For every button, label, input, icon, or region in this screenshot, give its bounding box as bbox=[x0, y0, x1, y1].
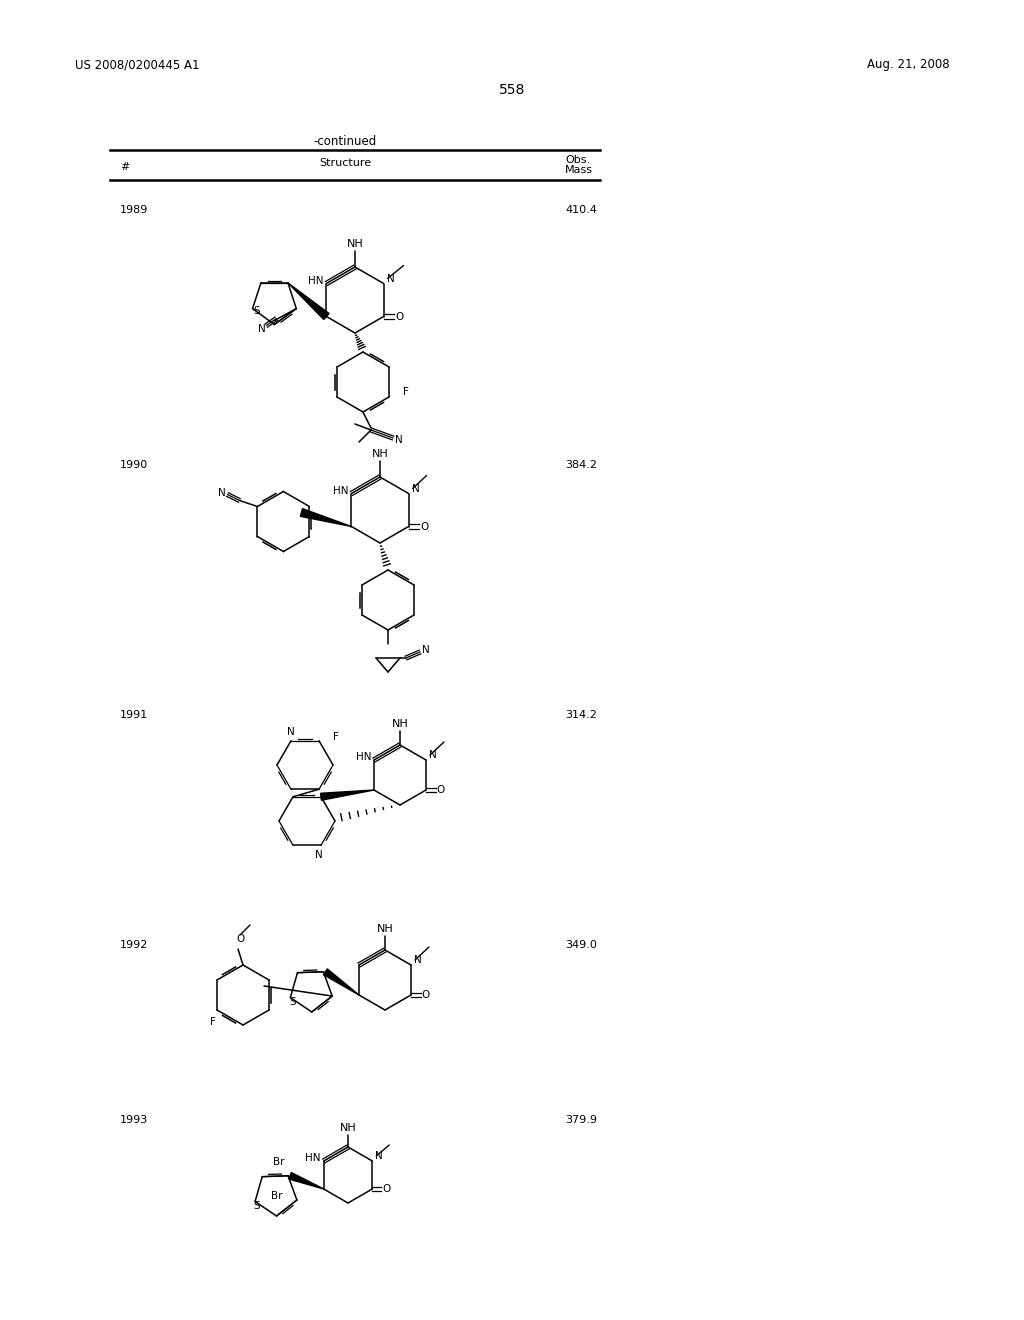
Text: N: N bbox=[258, 323, 266, 334]
Text: Br: Br bbox=[271, 1191, 283, 1201]
Text: 1989: 1989 bbox=[120, 205, 148, 215]
Text: 384.2: 384.2 bbox=[565, 459, 597, 470]
Text: 1993: 1993 bbox=[120, 1115, 148, 1125]
Text: S: S bbox=[289, 997, 296, 1007]
Text: S: S bbox=[253, 306, 260, 315]
Polygon shape bbox=[321, 789, 374, 800]
Text: F: F bbox=[403, 387, 409, 397]
Polygon shape bbox=[324, 969, 359, 995]
Text: O: O bbox=[395, 312, 403, 322]
Text: O: O bbox=[422, 990, 430, 1001]
Text: 1990: 1990 bbox=[120, 459, 148, 470]
Text: NH: NH bbox=[340, 1123, 356, 1133]
Text: O: O bbox=[421, 521, 429, 532]
Text: HN: HN bbox=[333, 486, 348, 495]
Polygon shape bbox=[288, 282, 329, 319]
Text: Obs.: Obs. bbox=[565, 154, 590, 165]
Text: 379.9: 379.9 bbox=[565, 1115, 597, 1125]
Text: O: O bbox=[382, 1184, 390, 1195]
Text: N: N bbox=[429, 750, 436, 760]
Text: NH: NH bbox=[377, 924, 393, 935]
Text: F: F bbox=[210, 1016, 216, 1027]
Text: 558: 558 bbox=[499, 83, 525, 96]
Text: 314.2: 314.2 bbox=[565, 710, 597, 719]
Polygon shape bbox=[289, 1172, 324, 1189]
Text: N: N bbox=[414, 954, 422, 965]
Text: NH: NH bbox=[391, 719, 409, 729]
Text: F: F bbox=[333, 731, 339, 742]
Text: 1992: 1992 bbox=[120, 940, 148, 950]
Text: Mass: Mass bbox=[565, 165, 593, 176]
Text: US 2008/0200445 A1: US 2008/0200445 A1 bbox=[75, 58, 200, 71]
Polygon shape bbox=[300, 508, 351, 527]
Text: Br: Br bbox=[272, 1156, 284, 1167]
Text: NH: NH bbox=[347, 239, 364, 249]
Text: HN: HN bbox=[308, 276, 324, 285]
Text: N: N bbox=[387, 273, 394, 284]
Text: N: N bbox=[287, 727, 295, 737]
Text: N: N bbox=[422, 645, 430, 655]
Text: -continued: -continued bbox=[313, 135, 377, 148]
Text: HN: HN bbox=[355, 752, 371, 762]
Text: #: # bbox=[120, 162, 129, 172]
Text: N: N bbox=[315, 850, 323, 861]
Text: N: N bbox=[395, 436, 402, 445]
Text: O: O bbox=[437, 785, 445, 795]
Text: Aug. 21, 2008: Aug. 21, 2008 bbox=[867, 58, 950, 71]
Text: Structure: Structure bbox=[318, 158, 371, 168]
Text: NH: NH bbox=[372, 449, 388, 459]
Text: N: N bbox=[217, 487, 225, 498]
Text: 410.4: 410.4 bbox=[565, 205, 597, 215]
Text: HN: HN bbox=[305, 1152, 321, 1163]
Text: N: N bbox=[375, 1151, 383, 1162]
Text: S: S bbox=[254, 1200, 260, 1210]
Text: N: N bbox=[412, 483, 420, 494]
Text: O: O bbox=[236, 935, 244, 944]
Text: 1991: 1991 bbox=[120, 710, 148, 719]
Text: 349.0: 349.0 bbox=[565, 940, 597, 950]
